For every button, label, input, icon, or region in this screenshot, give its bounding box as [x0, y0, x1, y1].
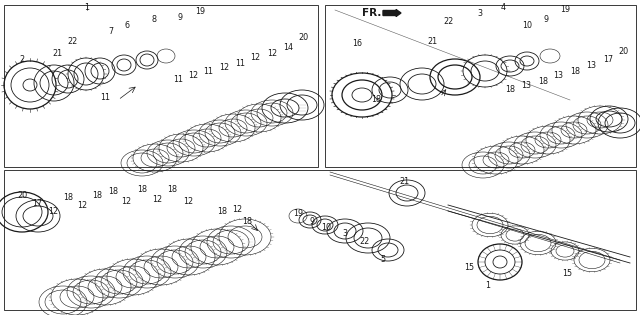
Text: 18: 18: [63, 192, 73, 202]
Text: 12: 12: [188, 72, 198, 81]
Text: 12: 12: [77, 202, 87, 210]
Text: 18: 18: [538, 77, 548, 85]
Text: 13: 13: [553, 72, 563, 81]
Text: 18: 18: [108, 186, 118, 196]
Text: 17: 17: [32, 198, 42, 208]
Text: 19: 19: [293, 209, 303, 217]
Text: 9: 9: [177, 13, 182, 21]
Text: 21: 21: [427, 37, 437, 45]
Text: 11: 11: [173, 76, 183, 84]
Text: 13: 13: [586, 61, 596, 71]
Text: 5: 5: [380, 255, 385, 265]
Text: 14: 14: [283, 43, 293, 51]
Text: 12: 12: [232, 205, 242, 215]
Text: 18: 18: [217, 208, 227, 216]
Text: 3: 3: [342, 228, 348, 238]
Text: 12: 12: [121, 198, 131, 207]
Text: 20: 20: [298, 32, 308, 42]
Text: 12: 12: [250, 54, 260, 62]
Text: 19: 19: [195, 8, 205, 16]
Text: 22: 22: [444, 16, 454, 26]
Text: 18: 18: [371, 95, 381, 105]
Bar: [4, 170, 636, 310]
Text: 18: 18: [137, 185, 147, 193]
Text: 15: 15: [464, 264, 474, 272]
Text: 4: 4: [500, 3, 506, 13]
Text: 11: 11: [203, 67, 213, 77]
Text: FR.: FR.: [362, 8, 381, 18]
Text: 18: 18: [570, 66, 580, 76]
Text: 15: 15: [562, 268, 572, 278]
Text: 22: 22: [68, 37, 78, 45]
Text: 10: 10: [321, 222, 331, 232]
Text: 10: 10: [522, 20, 532, 30]
Text: 22: 22: [359, 237, 369, 245]
Text: 12: 12: [152, 196, 162, 204]
Text: 1: 1: [486, 280, 490, 289]
Text: 12: 12: [267, 49, 277, 58]
Text: 6: 6: [125, 20, 129, 30]
Text: 18: 18: [167, 185, 177, 193]
Text: 20: 20: [618, 48, 628, 56]
Text: 18: 18: [505, 85, 515, 94]
Text: 7: 7: [108, 27, 113, 37]
Text: 18: 18: [242, 216, 252, 226]
Text: 17: 17: [603, 54, 613, 64]
Text: 20: 20: [17, 191, 27, 199]
FancyArrow shape: [383, 9, 401, 16]
Bar: [4, 5, 318, 167]
Text: 1: 1: [84, 3, 90, 12]
Text: 9: 9: [543, 14, 548, 24]
Text: 11: 11: [235, 59, 245, 67]
Text: 21: 21: [399, 177, 409, 186]
Text: 3: 3: [477, 9, 483, 18]
Text: 12: 12: [183, 198, 193, 207]
Text: 9: 9: [309, 216, 315, 226]
Text: 8: 8: [152, 15, 157, 25]
Text: 2: 2: [19, 55, 24, 65]
Text: 12: 12: [219, 62, 229, 72]
Text: 16: 16: [352, 38, 362, 48]
Bar: [325, 5, 636, 167]
Text: 12: 12: [48, 208, 58, 216]
Text: 13: 13: [521, 82, 531, 90]
Text: 19: 19: [560, 4, 570, 14]
Text: 11: 11: [100, 93, 110, 101]
Text: 21: 21: [52, 49, 62, 58]
Text: 18: 18: [92, 191, 102, 199]
